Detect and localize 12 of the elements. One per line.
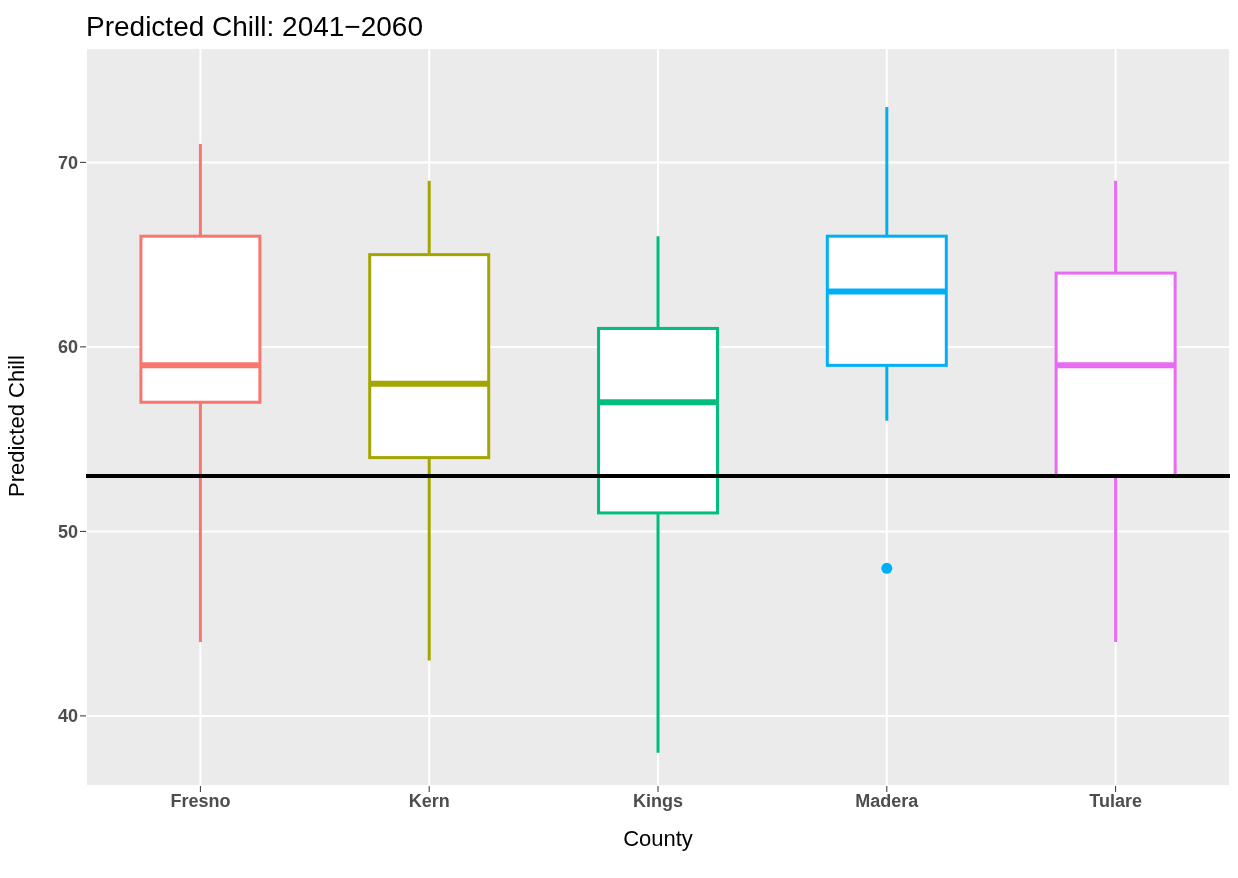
x-tick-label: Kings xyxy=(632,790,684,811)
x-tick-label: Tulare xyxy=(1089,790,1142,811)
y-tick-label: 60 xyxy=(57,337,78,358)
x-tick-label: Fresno xyxy=(170,790,231,811)
x-axis-title: County xyxy=(623,826,693,851)
x-tick-label: Madera xyxy=(855,790,920,811)
y-tick-label: 50 xyxy=(57,521,78,542)
y-tick-label: 40 xyxy=(57,706,78,727)
y-axis-title: Predicted Chill xyxy=(3,355,29,497)
x-tick-label: Kern xyxy=(408,790,450,811)
chart-title: Predicted Chill: 2041−2060 xyxy=(86,10,424,44)
y-tick-label: 70 xyxy=(57,152,78,173)
